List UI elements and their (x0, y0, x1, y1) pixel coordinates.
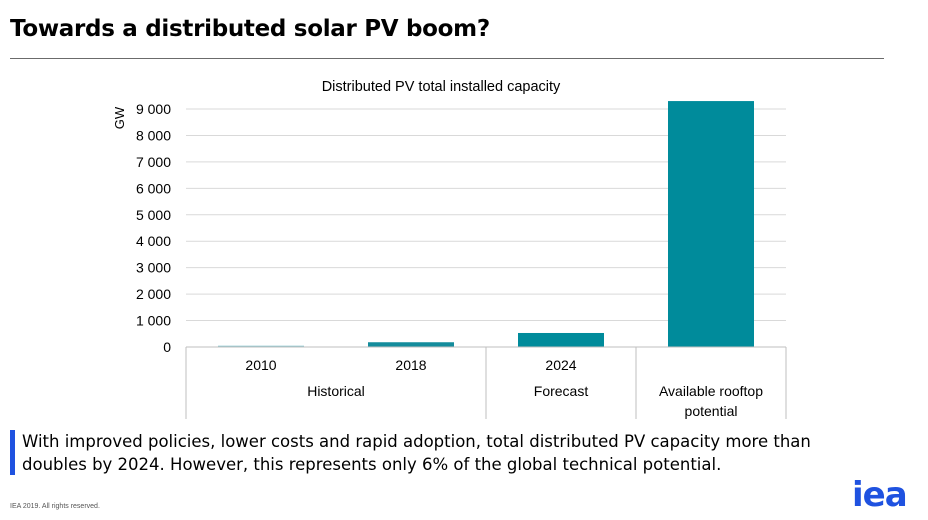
x-tick-label: 2010 (245, 357, 276, 373)
bar (368, 342, 454, 347)
y-tick-label: 9 000 (136, 101, 171, 117)
x-group-label: Forecast (534, 383, 589, 399)
title-divider (10, 58, 884, 59)
callout-text: With improved policies, lower costs and … (22, 432, 811, 474)
y-tick-label: 6 000 (136, 180, 171, 196)
iea-logo[interactable]: iea (852, 475, 908, 515)
y-tick-label: 1 000 (136, 313, 171, 329)
copyright-footer: IEA 2019. All rights reserved. (10, 503, 100, 510)
x-group-label: Historical (307, 383, 365, 399)
x-group-label: Available rooftop potential (659, 383, 763, 419)
x-axis: 2010 2018 Historical 2024 Forecast Available … (185, 346, 787, 419)
callout-accent-bar (10, 430, 15, 475)
y-tick-labels: 0 1 000 2 000 3 000 4 000 5 000 6 000 7 000 8 00… (136, 101, 171, 355)
bar (668, 101, 754, 347)
y-tick-label: 3 000 (136, 260, 171, 276)
bars (218, 101, 754, 347)
y-tick-label: 0 (163, 339, 171, 355)
y-tick-label: 4 000 (136, 233, 171, 249)
y-tick-label: 5 000 (136, 207, 171, 223)
chart-title: Distributed PV total installed capacity (322, 79, 561, 95)
chart: Distributed PV total installed capacity … (112, 79, 787, 419)
y-tick-label: 7 000 (136, 154, 171, 170)
y-axis-label: GW (112, 106, 127, 129)
x-tick-label: 2018 (395, 357, 426, 373)
y-tick-label: 8 000 (136, 127, 171, 143)
x-tick-label: 2024 (545, 357, 576, 373)
bar (518, 332, 604, 347)
y-tick-label: 2 000 (136, 286, 171, 302)
bar (218, 345, 304, 347)
page-title: Towards a distributed solar PV boom? (10, 16, 490, 42)
